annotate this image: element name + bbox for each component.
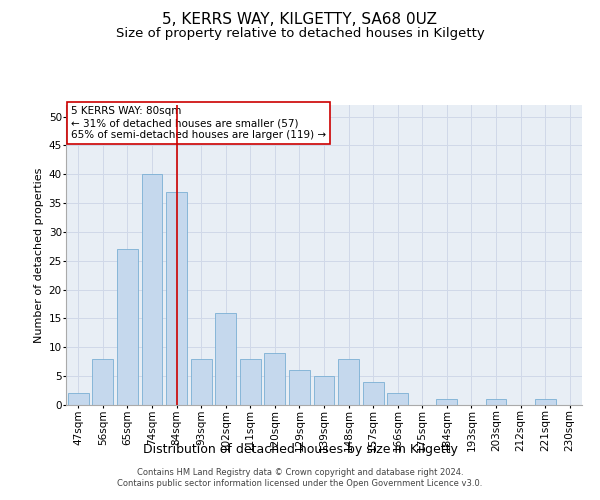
Bar (117, 249, 138, 405)
Bar (191, 359, 212, 405)
Bar (362, 382, 383, 405)
Bar (240, 359, 261, 405)
Bar (485, 399, 506, 405)
Bar (166, 192, 187, 405)
Bar (215, 312, 236, 405)
Text: Contains HM Land Registry data © Crown copyright and database right 2024.
Contai: Contains HM Land Registry data © Crown c… (118, 468, 482, 487)
Bar (289, 370, 310, 405)
Bar (436, 399, 457, 405)
Bar (387, 394, 408, 405)
Bar (265, 353, 286, 405)
Y-axis label: Number of detached properties: Number of detached properties (34, 168, 44, 342)
Bar (338, 359, 359, 405)
Bar (68, 394, 89, 405)
Text: Size of property relative to detached houses in Kilgetty: Size of property relative to detached ho… (116, 28, 484, 40)
Text: 5 KERRS WAY: 80sqm
← 31% of detached houses are smaller (57)
65% of semi-detache: 5 KERRS WAY: 80sqm ← 31% of detached hou… (71, 106, 326, 140)
Bar (92, 359, 113, 405)
Bar (314, 376, 334, 405)
Text: 5, KERRS WAY, KILGETTY, SA68 0UZ: 5, KERRS WAY, KILGETTY, SA68 0UZ (163, 12, 437, 28)
Bar (142, 174, 163, 405)
Bar (535, 399, 556, 405)
Text: Distribution of detached houses by size in Kilgetty: Distribution of detached houses by size … (143, 442, 457, 456)
